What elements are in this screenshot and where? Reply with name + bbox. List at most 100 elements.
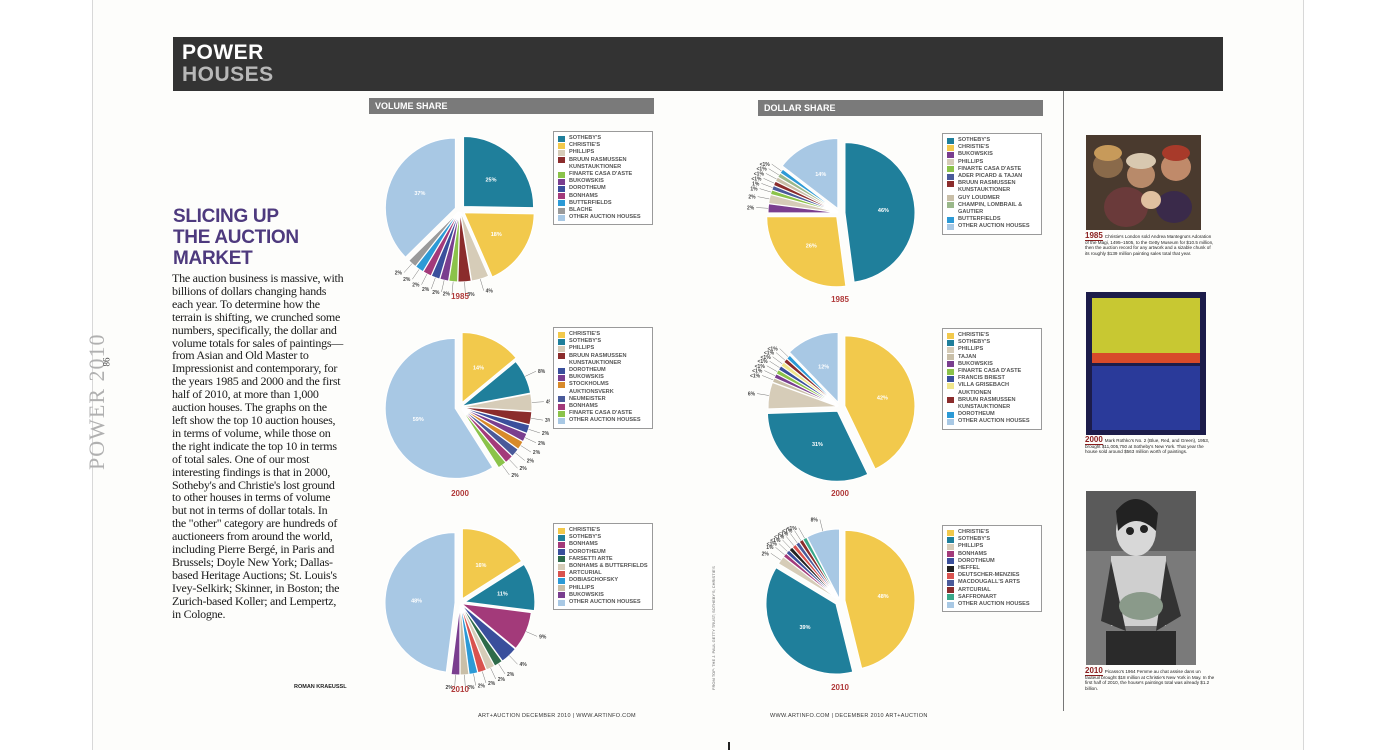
slice-value-label: 2% <box>488 681 496 687</box>
pie-slice <box>463 212 535 278</box>
slice-value-label: 8% <box>811 517 819 523</box>
pie-slice <box>765 567 854 675</box>
slice-value-label: <1% <box>757 167 768 173</box>
legend-entry: OTHER AUCTION HOUSES <box>947 601 1037 608</box>
legend-swatch <box>558 541 565 548</box>
legend-entry: DOROTHEUM <box>558 549 648 556</box>
slice-value-label: 2% <box>443 292 451 298</box>
slice-value-label: 2% <box>533 450 541 456</box>
legend-entry: NEUMEISTER <box>558 396 648 403</box>
slice-value-label: <1% <box>782 528 793 534</box>
slice-value-label: 2% <box>432 290 440 296</box>
slice-leader-line <box>464 281 466 294</box>
legend-entry: BONHAMS <box>558 541 648 548</box>
legend-label: DOBIASCHOFSKY <box>569 577 619 584</box>
side-label: POWER 2010 <box>84 333 109 471</box>
chart-legend: SOTHEBY'S CHRISTIE'S PHILLIPS BRUUN RASMUSS… <box>553 131 653 226</box>
legend-entry: BONHAMS <box>558 403 648 410</box>
legend-swatch <box>558 185 565 192</box>
pie-slice <box>384 337 494 479</box>
slice-value-label: 6% <box>748 392 756 398</box>
legend-label: BUKOWSKIS <box>569 374 604 381</box>
slice-leader-line <box>775 547 785 556</box>
legend-label: DOROTHEUM <box>569 185 606 192</box>
pie-slice <box>384 532 456 673</box>
legend-entry: ARTCURIAL <box>947 587 1037 594</box>
slice-leader-line <box>480 279 484 291</box>
pie-slice <box>788 331 839 404</box>
slice-value-label: 8% <box>538 369 546 375</box>
legend-label: FINARTE CASA D'ASTE <box>958 165 1022 172</box>
slice-leader-line <box>498 663 506 675</box>
pie-chart-volume-share-2000: 14%8%4%3%2%2%2%2%2%2%59%2000 <box>384 331 550 498</box>
slice-value-label: 14% <box>815 172 826 178</box>
slice-leader-line <box>761 183 773 188</box>
slice-leader-line <box>798 527 805 539</box>
legend-label: MACDOUGALL'S ARTS <box>958 579 1021 586</box>
legend-entry: SOTHEBY'S <box>558 135 648 142</box>
slice-value-label: 11% <box>497 592 508 598</box>
slice-value-label: 2% <box>507 672 515 678</box>
legend-label: OTHER AUCTION HOUSES <box>569 417 641 424</box>
legend-swatch <box>558 157 565 164</box>
legend-label: BUKOWSKIS <box>569 591 604 598</box>
pie-slice <box>844 529 916 669</box>
legend-swatch <box>947 195 954 202</box>
legend-entry: SOTHEBY'S <box>947 137 1037 144</box>
pie-chart-volume-share-2010: 16%11%9%4%2%2%2%2%2%2%48%2010 <box>384 528 547 694</box>
legend-swatch <box>558 214 565 221</box>
slice-value-label: 18% <box>491 232 502 238</box>
slice-value-label: 46% <box>878 208 889 214</box>
legend-label: VILLA GRISEBACH AUKTIONEN <box>958 382 1010 396</box>
slice-value-label: 2% <box>520 466 528 472</box>
legend-label: FINARTE CASA D'ASTE <box>569 171 633 178</box>
pie-slice <box>460 408 507 469</box>
slice-value-label: 2% <box>498 677 506 683</box>
legend-label: DEUTSCHER-MENZIES <box>958 572 1020 579</box>
slice-leader-line <box>762 375 774 381</box>
legend-entry: TAJAN <box>947 354 1037 361</box>
slice-leader-line <box>520 445 532 453</box>
slice-value-label: 39% <box>799 625 810 631</box>
legend-entry: PHILLIPS <box>558 149 648 156</box>
legend-swatch <box>947 159 954 166</box>
slice-leader-line <box>775 352 786 361</box>
legend-label: DOROTHEUM <box>958 411 995 418</box>
slice-leader-line <box>764 370 776 376</box>
legend-entry: SOTHEBY'S <box>558 534 648 541</box>
legend-label: BRUUN RASMUSSEN KUNSTAUKTIONER <box>958 180 1016 194</box>
chart-legend: CHRISTIE'S SOTHEBY'S BONHAMS DOROTHEUM FARSE… <box>553 523 653 611</box>
legend-swatch <box>947 551 954 558</box>
legend-label: ARTCURIAL <box>569 570 602 577</box>
legend-entry: DOROTHEUM <box>558 367 648 374</box>
legend-entry: CHRISTIE'S <box>947 332 1037 339</box>
article-body: The auction business is massive, with bi… <box>172 271 344 621</box>
chart-legend: CHRISTIE'S SOTHEBY'S PHILLIPS TAJAN BUKOWSKI… <box>942 328 1042 430</box>
slice-value-label: 4% <box>546 400 550 406</box>
legend-entry: BRUUN RASMUSSEN KUNSTAUKTIONER <box>947 397 1037 411</box>
chart-legend: CHRISTIE'S SOTHEBY'S PHILLIPS BONHAMS DOROTH… <box>942 525 1042 613</box>
legend-entry: BLACHE <box>558 207 648 214</box>
legend-entry: PHILLIPS <box>558 585 648 592</box>
legend-entry: BONHAMS <box>558 193 648 200</box>
slice-value-label: 4% <box>520 662 528 668</box>
legend-entry: DOROTHEUM <box>558 185 648 192</box>
legend-label: FINARTE CASA D'ASTE <box>958 368 1022 375</box>
pie-slice <box>461 528 523 600</box>
legend-label: PHILLIPS <box>958 543 984 550</box>
caption-2000: 2000 Mark Rothko's No. 2 (Blue, Red, and … <box>1085 435 1215 455</box>
slice-leader-line <box>771 163 782 172</box>
slice-leader-line <box>454 674 456 687</box>
pie-chart-dollar-share-2000: 42%31%6%<1%<1%<1%<1%<1%<1%<1%12%2000 <box>748 331 916 498</box>
legend-label: CHRISTIE'S <box>958 529 990 535</box>
legend-entry: VILLA GRISEBACH AUKTIONEN <box>947 382 1037 396</box>
legend-label: BRUUN RASMUSSEN KUNSTAUKTIONER <box>958 396 1016 411</box>
legend-swatch <box>947 587 954 594</box>
mantegna-painting-image <box>1086 135 1201 230</box>
legend-swatch <box>947 558 954 565</box>
legend-label: CHRISTIE'S <box>569 142 601 149</box>
legend-label: BONHAMS & BUTTERFIELDS <box>569 563 648 570</box>
legend-label: PHILLIPS <box>958 158 984 165</box>
slice-leader-line <box>757 393 769 396</box>
legend-entry: FINARTE CASA D'ASTE <box>947 166 1037 173</box>
